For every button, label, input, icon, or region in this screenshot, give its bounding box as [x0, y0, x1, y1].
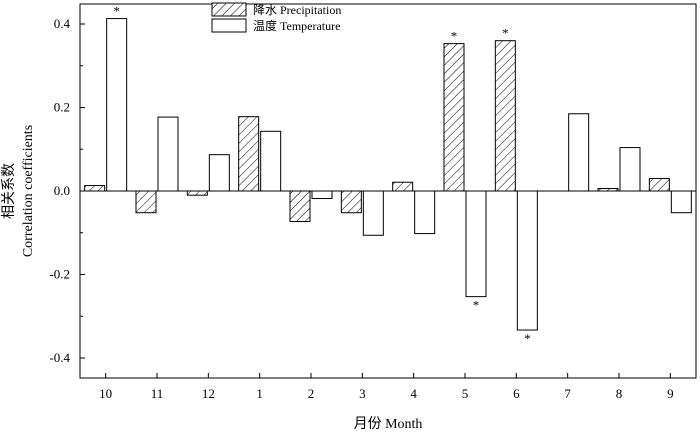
x-tick-label: 3: [359, 386, 366, 401]
precipitation-bar-1: [238, 116, 260, 192]
y-tick-label: 0.0: [54, 183, 70, 198]
temperature-bar-1: [260, 130, 282, 192]
significance-star: *: [524, 331, 531, 346]
precipitation-bar-5: [443, 43, 465, 192]
precipitation-bar-8: [597, 187, 619, 192]
x-tick-label: 9: [667, 386, 674, 401]
temperature-bar-11: [157, 116, 179, 192]
significance-star: *: [473, 298, 480, 313]
x-tick-label: 4: [410, 386, 417, 401]
y-axis-ticks: 0.4 0.2 0.0 -0.2 -0.4: [49, 16, 85, 365]
significance-star: *: [451, 29, 458, 44]
temperature-bar-3: [362, 190, 384, 236]
precipitation-bar-2: [289, 190, 311, 222]
significance-star: *: [502, 26, 509, 41]
legend-label-temperature: 温度 Temperature: [253, 18, 340, 33]
precipitation-bar-12: [186, 190, 208, 196]
precipitation-bar-4: [392, 181, 414, 192]
temperature-bar-10: [106, 18, 128, 192]
y-axis-title-zh: 相关系数: [1, 163, 17, 219]
x-tick-label: 1: [256, 386, 263, 401]
temperature-bar-7: [568, 113, 590, 192]
temperature-bar-2: [311, 190, 333, 200]
temperature-bar-4: [414, 190, 436, 235]
temperature-bar-5: [465, 190, 487, 298]
legend-label-precipitation: 降水 Precipitation: [253, 3, 341, 17]
x-tick-label: 11: [151, 386, 164, 401]
significance-markers: * * * * *: [113, 4, 530, 346]
temperature-bar-6: [516, 190, 538, 331]
legend-swatch-precipitation: [211, 2, 247, 17]
x-axis-title: 月份 Month: [354, 416, 423, 432]
temperature-bar-12: [208, 154, 230, 192]
x-tick-label: 7: [564, 386, 571, 401]
x-tick-label: 5: [462, 386, 469, 401]
x-tick-label: 2: [308, 386, 315, 401]
temperature-bar-8: [619, 147, 641, 192]
bars: [84, 18, 692, 331]
y-axis-title-en: Correlation coefficients: [21, 125, 36, 257]
y-tick-label: -0.4: [49, 350, 70, 365]
legend-swatch-temperature: [211, 18, 247, 33]
x-tick-label: 8: [616, 386, 623, 401]
precipitation-bar-9: [648, 177, 670, 192]
y-tick-label: -0.2: [49, 267, 70, 282]
x-tick-label: 12: [202, 386, 215, 401]
x-tick-label: 6: [513, 386, 520, 401]
y-tick-label: 0.4: [54, 16, 71, 31]
legend: 降水 Precipitation 温度 Temperature: [211, 2, 341, 33]
precipitation-bar-10: [84, 185, 106, 192]
y-tick-label: 0.2: [54, 100, 70, 115]
significance-star: *: [113, 4, 120, 19]
precipitation-bar-6: [494, 40, 516, 192]
precipitation-bar-11: [135, 190, 157, 214]
x-axis-ticks: 10 11 12 1 2 3 4 5 6 7 8 9: [99, 373, 674, 401]
temperature-bar-9: [670, 190, 692, 214]
x-tick-label: 10: [99, 386, 112, 401]
precipitation-bar-3: [340, 190, 362, 214]
